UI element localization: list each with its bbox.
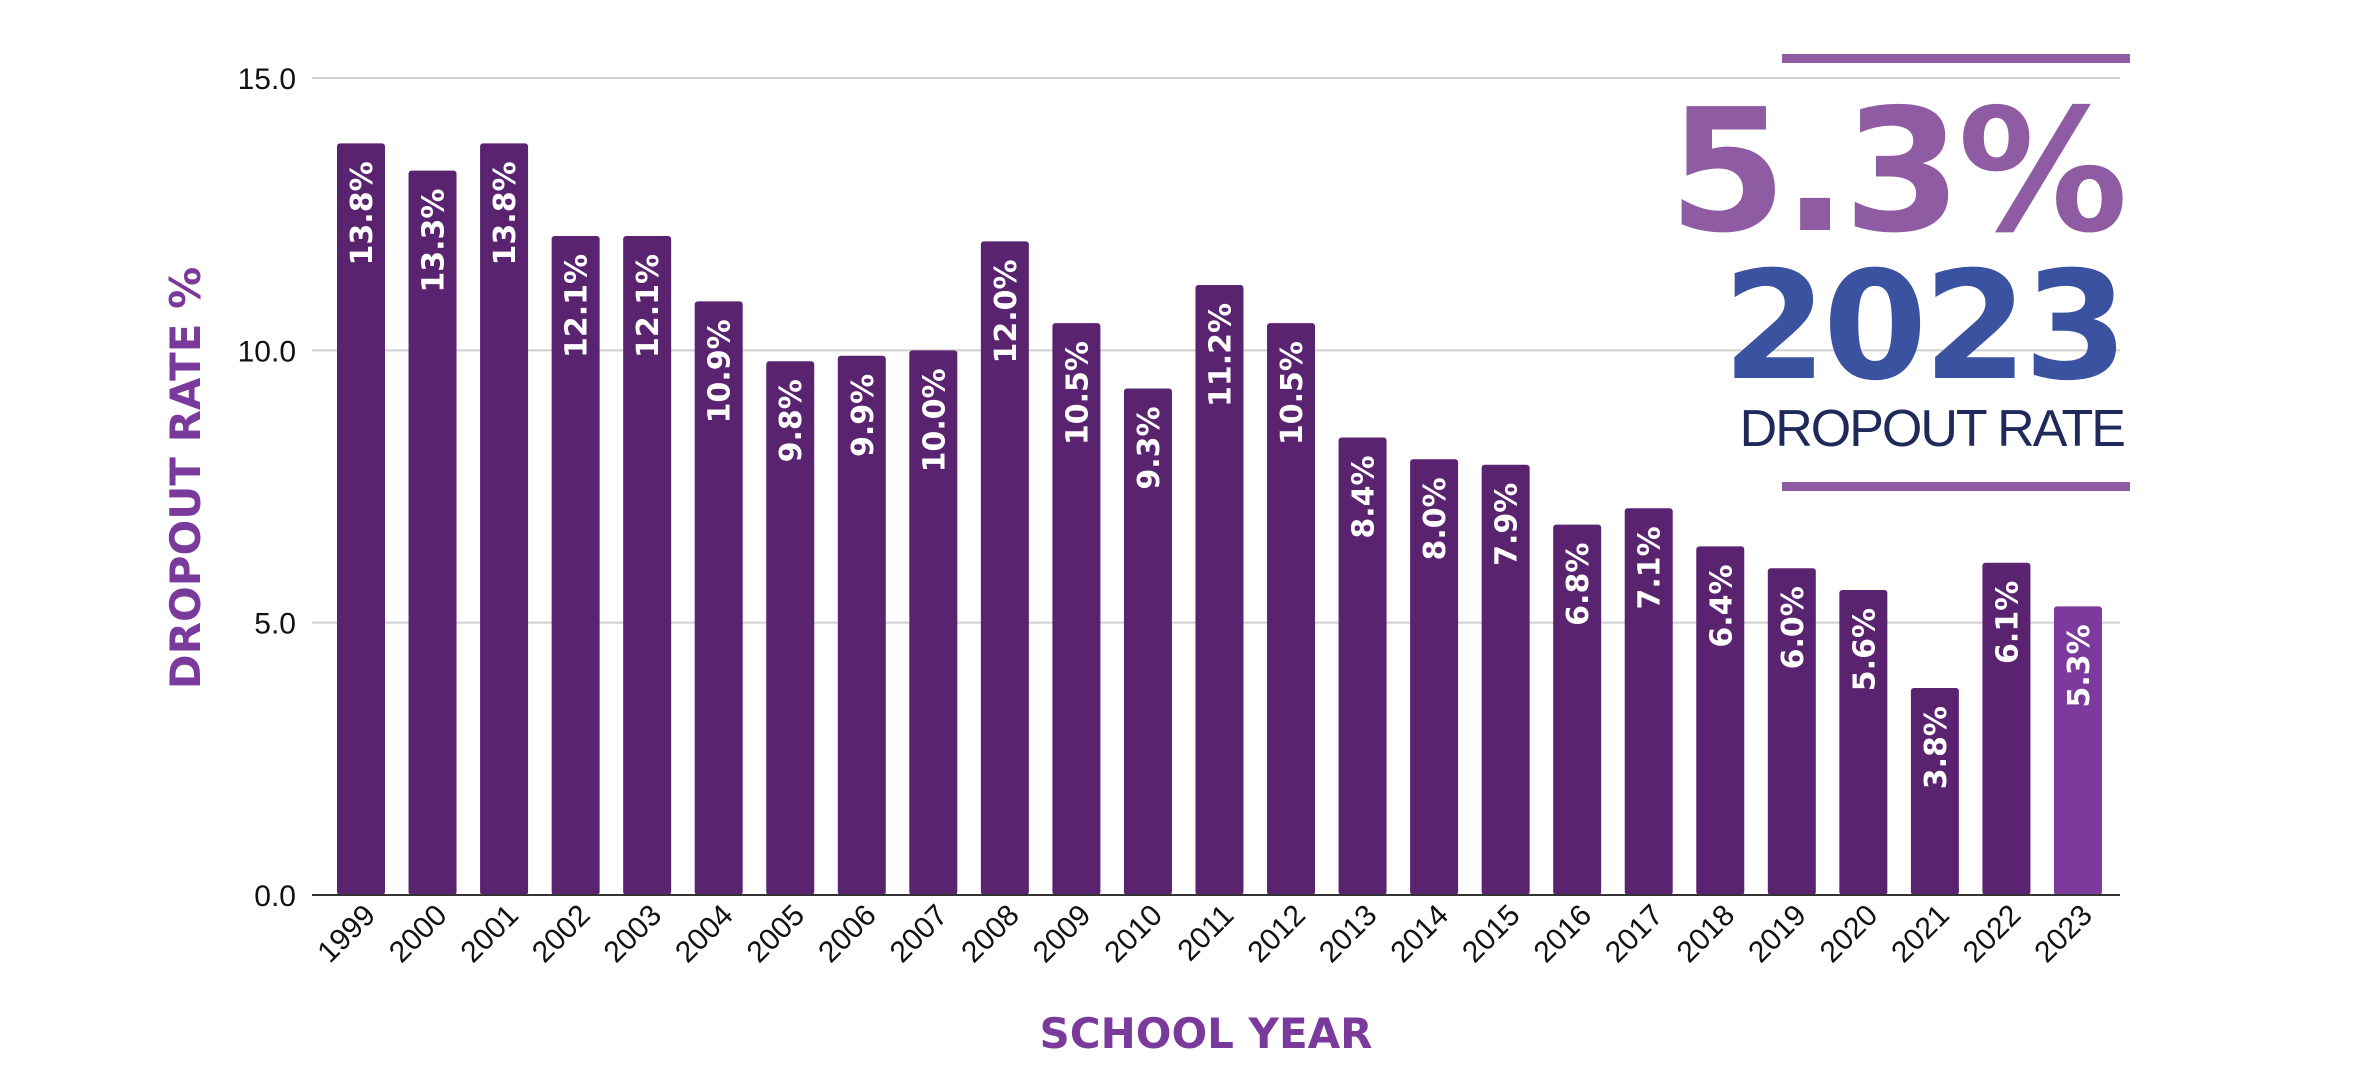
x-axis-ticks: 1999 2000 2001 2002 2003 2004 2005 2006 2007 2008… [311,899,2098,970]
bar-2018 [1696,546,1745,895]
x-tick-label: 2018 [1671,899,1742,970]
callout-label: DROPOUT RATE [1740,400,2125,458]
bar-value-label: 13.8% [488,161,523,265]
bar-value-label: 13.8% [345,161,380,265]
x-tick-label: 2007 [884,899,955,970]
bar-2013 [1338,437,1387,895]
bar-value-label: 6.0% [1776,586,1811,669]
bar-2020 [1839,589,1888,895]
y-axis-title: DROPOUT RATE % [161,267,210,689]
x-tick-label: 2022 [1957,899,2028,970]
x-tick-label: 2012 [1241,899,1312,970]
bar-value-label: 7.9% [1490,483,1525,566]
bar-2000 [408,170,457,896]
x-axis-title: SCHOOL YEAR [1040,1009,1373,1058]
bar-data-labels: 13.8% 13.3% 13.8% 12.1% 12.1% 10.9% 9.8% 9.9% 10… [345,161,2097,789]
bar-value-label: 5.6% [1847,608,1882,691]
bar-2015 [1481,464,1530,895]
bar-2002 [551,235,600,895]
bar-2023 [2053,606,2102,895]
callout-panel: 5.3% 2023 DROPOUT RATE [1669,54,2130,491]
x-tick-label: 2000 [383,899,454,970]
bar-value-label: 6.1% [1990,581,2025,664]
x-tick-label: 2014 [1385,899,1456,970]
bar-value-label: 12.1% [560,254,595,358]
x-tick-label: 2023 [2028,899,2099,970]
bar-value-label: 6.8% [1561,543,1596,626]
x-tick-label: 1999 [311,899,382,970]
x-tick-label: 2002 [526,899,597,970]
bar-value-label: 8.0% [1418,477,1453,560]
y-tick-label: 15.0 [238,63,296,96]
bar-value-label: 13.3% [417,189,452,293]
bar-value-label: 12.0% [989,259,1024,363]
bar-2009 [1052,323,1101,896]
y-tick-label: 5.0 [254,608,296,641]
x-tick-label: 2011 [1171,899,1240,968]
bar-2019 [1767,568,1816,895]
bar-value-label: 10.5% [1060,341,1095,445]
bar-value-label: 6.4% [1704,564,1739,647]
x-tick-label: 2004 [669,899,740,970]
bar-2021 [1910,688,1959,895]
bar-value-label: 5.3% [2062,624,2097,707]
bar-2017 [1624,508,1673,895]
bar-value-label: 9.8% [774,379,809,462]
bar-2014 [1410,459,1459,895]
bar-2001 [480,143,529,896]
bar-2010 [1123,388,1172,895]
bar-value-label: 12.1% [631,254,666,358]
callout-top-rule [1782,54,2130,63]
bar-2011 [1195,284,1244,895]
bar-value-label: 7.1% [1633,526,1668,609]
x-tick-label: 2016 [1528,899,1599,970]
x-tick-label: 2015 [1456,899,1527,970]
x-tick-label: 2009 [1027,899,1098,970]
x-tick-label: 2010 [1098,899,1169,970]
bar-2022 [1982,562,2031,895]
x-tick-label: 2008 [955,899,1026,970]
bar-2006 [837,355,886,895]
x-tick-label: 2005 [741,899,812,970]
x-tick-label: 2003 [598,899,669,970]
x-tick-label: 2013 [1313,899,1384,970]
bar-value-label: 11.2% [1203,303,1238,407]
bar-2003 [623,235,672,895]
bar-value-label: 10.5% [1275,341,1310,445]
bar-value-label: 8.4% [1347,455,1382,538]
y-tick-label: 10.0 [238,335,296,368]
bar-2007 [909,350,958,895]
bar-1999 [337,143,385,896]
bar-2008 [980,241,1029,895]
bar-value-label: 3.8% [1919,706,1954,789]
x-tick-label: 2006 [812,899,883,970]
bar-value-label: 10.9% [703,319,738,423]
x-tick-label: 2021 [1885,899,1956,970]
y-tick-label: 0.0 [254,880,296,913]
bar-value-label: 9.9% [846,374,881,457]
y-axis-ticks: 0.0 5.0 10.0 15.0 [238,63,296,913]
bar-2016 [1553,524,1602,895]
callout-value: 5.3% [1669,73,2124,271]
bar-value-label: 9.3% [1132,406,1167,489]
x-tick-label: 2020 [1814,899,1885,970]
x-tick-label: 2001 [454,899,525,970]
bar-2005 [766,361,815,895]
bar-2004 [694,301,743,895]
callout-year: 2023 [1723,240,2124,414]
bar-2012 [1267,323,1316,896]
bar-value-label: 10.0% [917,368,952,472]
bars [337,143,2102,896]
callout-bottom-rule [1782,482,2130,491]
x-tick-label: 2019 [1742,899,1813,970]
x-tick-label: 2017 [1599,899,1670,970]
